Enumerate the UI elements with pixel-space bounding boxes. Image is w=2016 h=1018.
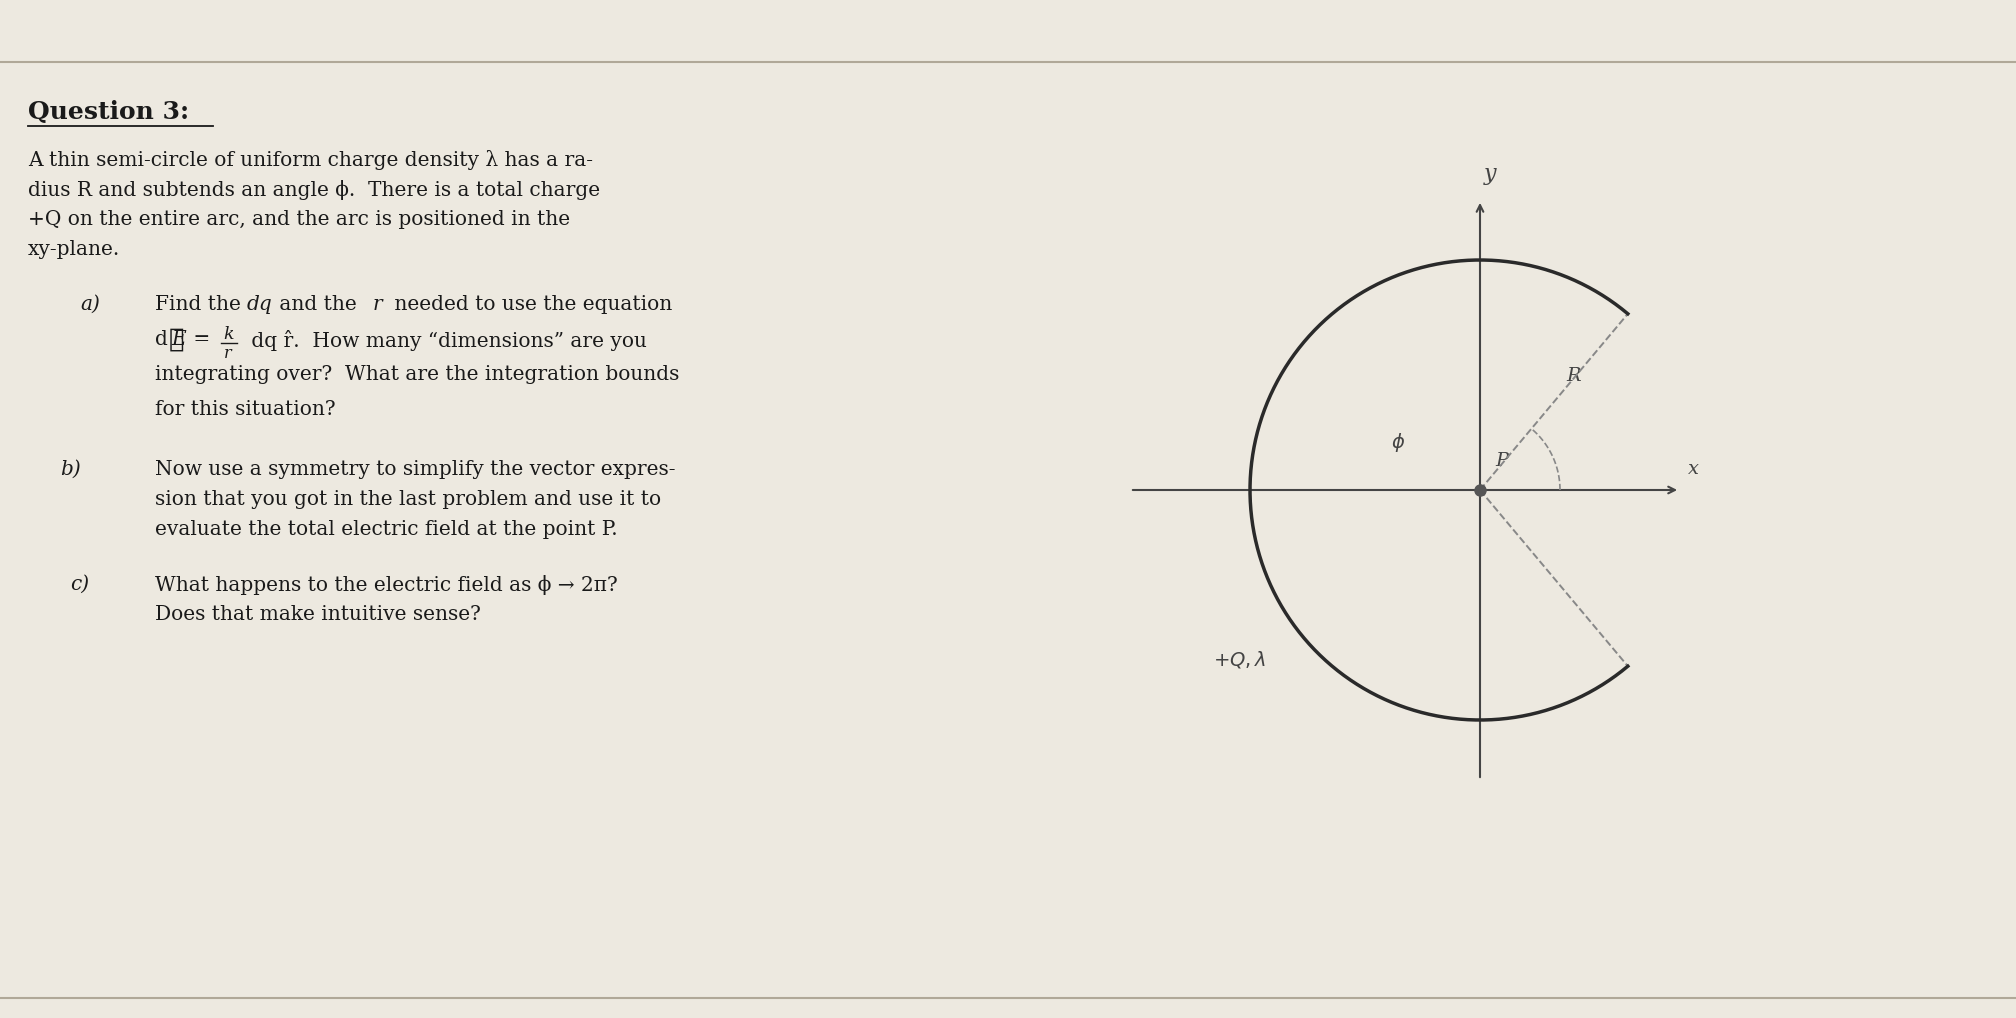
Text: Now use a symmetry to simplify the vector expres-: Now use a symmetry to simplify the vecto… — [155, 460, 675, 479]
Text: dq r̂.  How many “dimensions” are you: dq r̂. How many “dimensions” are you — [246, 330, 647, 351]
Text: Question 3:: Question 3: — [28, 100, 190, 124]
Text: R: R — [1566, 366, 1581, 385]
Text: E: E — [171, 330, 185, 349]
Text: and the: and the — [272, 295, 363, 314]
Text: ⃗: ⃗ — [169, 327, 185, 352]
Text: dq: dq — [248, 295, 272, 314]
Text: sion that you got in the last problem and use it to: sion that you got in the last problem an… — [155, 490, 661, 509]
Text: xy-plane.: xy-plane. — [28, 240, 121, 259]
Text: for this situation?: for this situation? — [155, 400, 335, 419]
Text: a): a) — [81, 295, 101, 314]
Text: d: d — [155, 330, 167, 349]
Text: =: = — [187, 330, 210, 349]
Text: A thin semi-circle of uniform charge density λ has a ra-: A thin semi-circle of uniform charge den… — [28, 150, 593, 170]
Text: dius R and subtends an angle ϕ.  There is a total charge: dius R and subtends an angle ϕ. There is… — [28, 180, 601, 200]
Text: Does that make intuitive sense?: Does that make intuitive sense? — [155, 605, 482, 624]
Text: b): b) — [60, 460, 81, 479]
Text: $\phi$: $\phi$ — [1391, 431, 1405, 453]
Text: r: r — [224, 345, 232, 362]
Text: Find the: Find the — [155, 295, 248, 314]
Text: P: P — [1496, 452, 1508, 470]
Text: integrating over?  What are the integration bounds: integrating over? What are the integrati… — [155, 365, 679, 384]
Text: +Q on the entire arc, and the arc is positioned in the: +Q on the entire arc, and the arc is pos… — [28, 210, 571, 229]
Text: y: y — [1484, 163, 1496, 185]
Text: evaluate the total electric field at the point P.: evaluate the total electric field at the… — [155, 520, 617, 539]
Text: r: r — [373, 295, 383, 314]
Text: k: k — [224, 326, 234, 343]
Text: $+Q, \lambda$: $+Q, \lambda$ — [1214, 649, 1266, 671]
Text: c): c) — [71, 575, 89, 593]
Text: What happens to the electric field as ϕ → 2π?: What happens to the electric field as ϕ … — [155, 575, 617, 595]
Text: needed to use the equation: needed to use the equation — [387, 295, 671, 314]
Text: x: x — [1687, 460, 1699, 478]
